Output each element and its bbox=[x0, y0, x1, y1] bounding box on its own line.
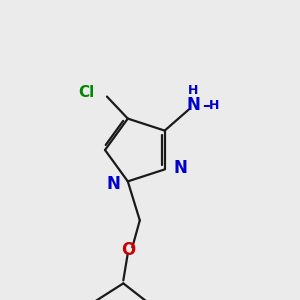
Text: N: N bbox=[186, 96, 200, 114]
Text: H: H bbox=[209, 99, 219, 112]
Text: N: N bbox=[174, 159, 188, 177]
Text: N: N bbox=[106, 175, 120, 193]
Text: Cl: Cl bbox=[79, 85, 95, 100]
Text: O: O bbox=[121, 242, 135, 260]
Text: –: – bbox=[202, 98, 210, 112]
Text: H: H bbox=[188, 84, 198, 97]
